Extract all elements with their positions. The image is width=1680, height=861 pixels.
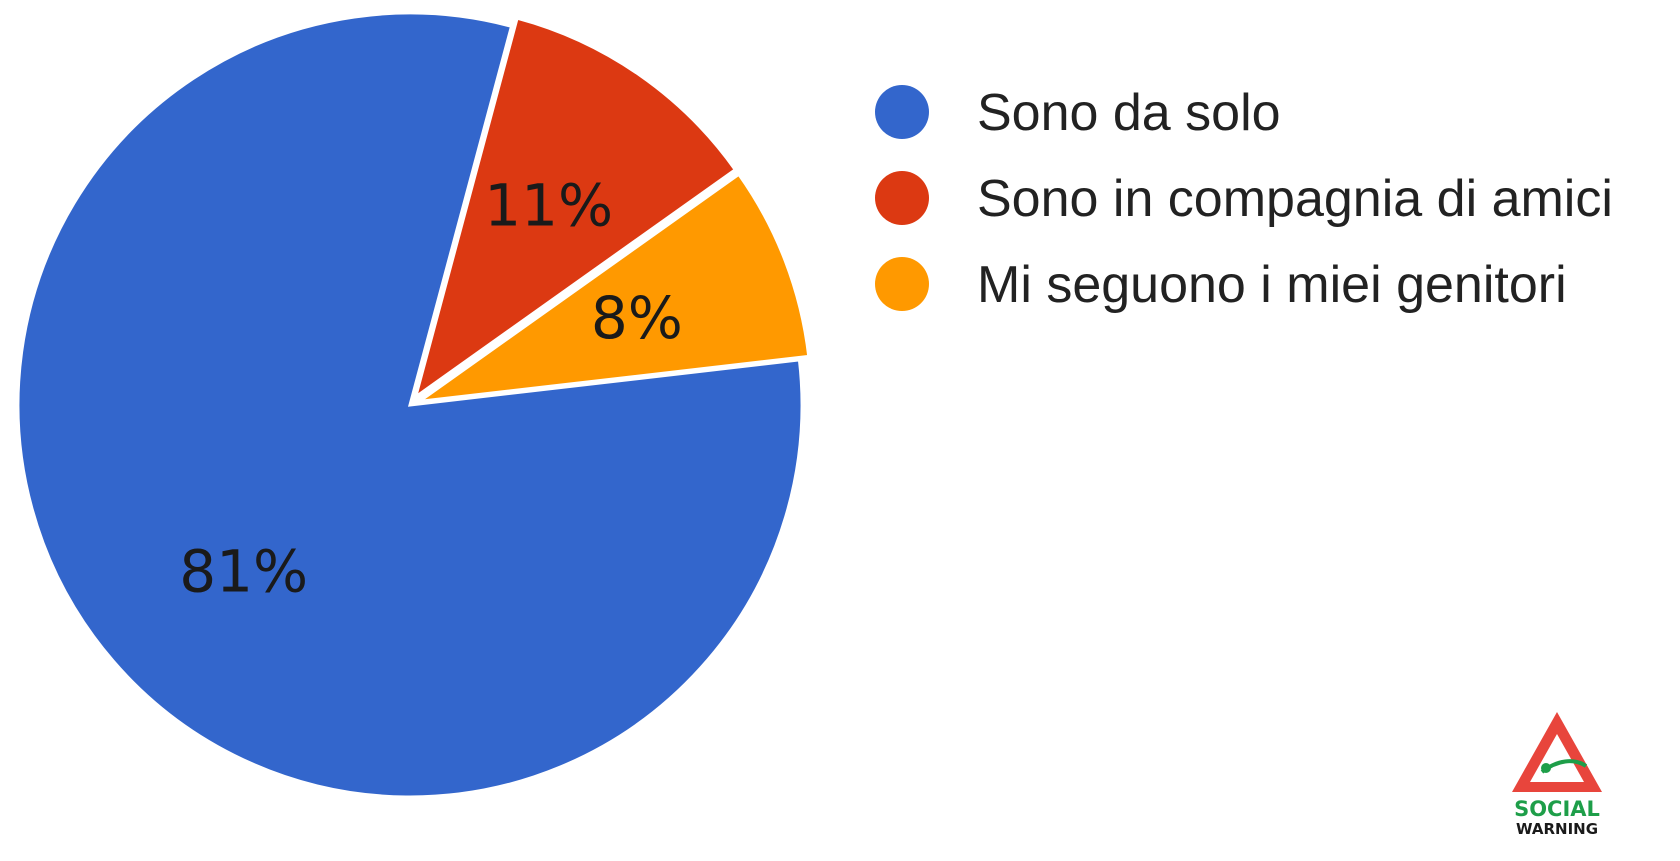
legend-label: Mi seguono i miei genitori [977,256,1567,314]
pie-slices [16,11,811,799]
legend: Sono da solo Sono in compagnia di amici Mi… [875,84,1613,314]
pie-slice-sono-in-compagnia-di-amici [413,16,738,401]
slice-labels: 11% 8% 81% [179,171,683,605]
legend-swatch [875,85,929,139]
logo-line1: SOCIAL [1514,797,1600,821]
legend-label: Sono da solo [977,84,1281,142]
slice-value-label: 11% [484,171,613,239]
social-warning-logo: SOCIAL WARNING [1512,712,1602,838]
slice-value-label: 8% [591,284,683,352]
legend-swatch [875,171,929,225]
logo-dot [1541,763,1551,773]
legend-swatch [875,257,929,311]
pie-slice-mi-seguono-i-miei-genitori [418,172,811,403]
logo-line2: WARNING [1516,820,1598,838]
slice-value-label: 81% [179,537,308,605]
legend-label: Sono in compagnia di amici [977,170,1613,228]
pie-slice-sono-da-solo [16,11,804,799]
